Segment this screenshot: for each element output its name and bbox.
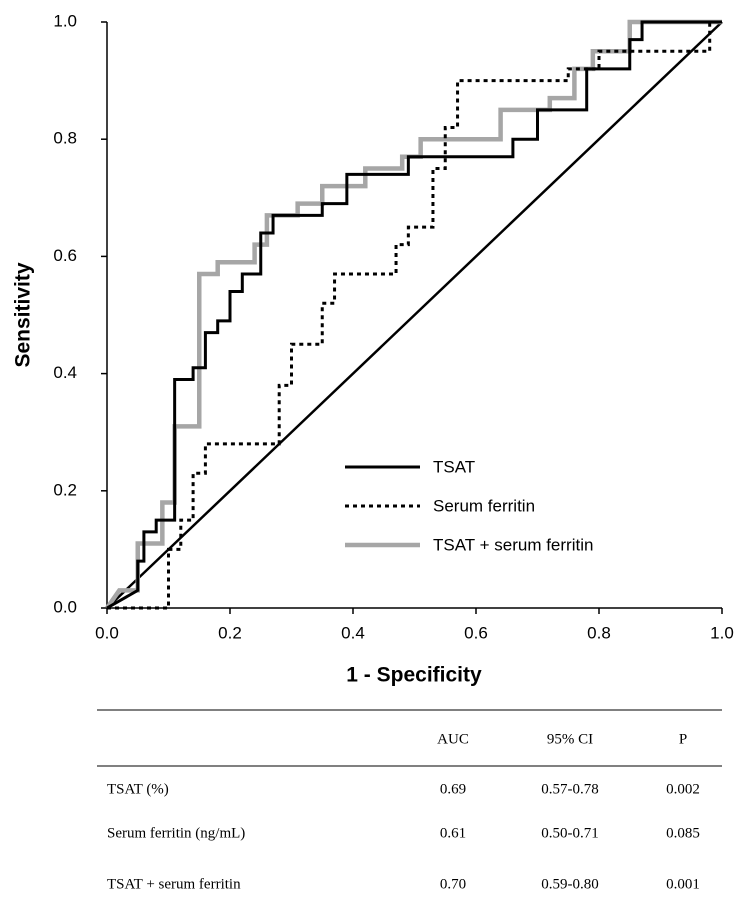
y-tick-label: 0.8 [53, 129, 77, 148]
x-tick-label: 1.0 [710, 623, 734, 642]
reference-diagonal [106, 21, 723, 609]
table-cell: 0.70 [440, 876, 466, 892]
table-cell: 0.59-0.80 [541, 876, 599, 892]
table-row-label: TSAT + serum ferritin [107, 876, 241, 892]
x-tick-label: 0.6 [464, 623, 488, 642]
x-tick-label: 0.8 [587, 623, 611, 642]
table-row-label: TSAT (%) [107, 781, 169, 797]
table-cell: 0.57-0.78 [541, 781, 599, 797]
table-row-label: Serum ferritin (ng/mL) [107, 825, 245, 841]
table-header: AUC [437, 731, 469, 747]
table-cell: 0.50-0.71 [541, 825, 599, 841]
x-tick-label: 0.4 [341, 623, 365, 642]
y-tick-label: 0.6 [53, 246, 77, 265]
y-tick-label: 0.0 [53, 597, 77, 616]
x-axis-title: 1 - Specificity [346, 664, 482, 687]
table-cell: 0.001 [666, 876, 700, 892]
table-cell: 0.085 [666, 825, 700, 841]
table-header: P [679, 731, 687, 747]
y-axis-title: Sensitivity [12, 262, 35, 367]
table-cell: 0.002 [666, 781, 700, 797]
roc-curve [107, 20, 722, 610]
roc-curve [106, 20, 722, 610]
x-tick-label: 0.0 [95, 623, 119, 642]
y-tick-label: 0.4 [53, 363, 77, 382]
table-header: 95% CI [547, 731, 593, 747]
y-tick-label: 0.2 [53, 480, 77, 499]
table-cell: 0.69 [440, 781, 466, 797]
legend-label: TSAT + serum ferritin [433, 535, 593, 554]
legend-label: Serum ferritin [433, 496, 535, 515]
table-cell: 0.61 [440, 825, 466, 841]
x-tick-label: 0.2 [218, 623, 242, 642]
legend-label: TSAT [433, 457, 475, 476]
y-tick-label: 1.0 [53, 11, 77, 30]
